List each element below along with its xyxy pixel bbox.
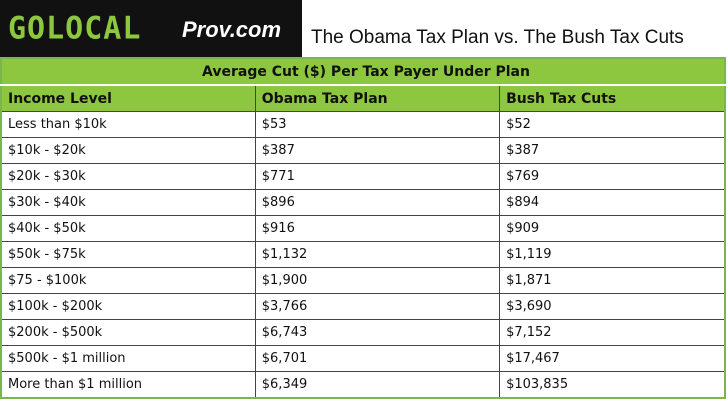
table-caption: Average Cut ($) Per Tax Payer Under Plan [0,57,726,86]
amount-cell: $894 [499,189,726,216]
amount-cell: $6,349 [254,371,501,399]
amount-cell: $896 [254,189,501,216]
income-level-cell: $50k - $75k [0,241,256,268]
logo-box: GOLOCAL Prov.com [0,0,302,57]
amount-cell: $916 [254,215,501,242]
amount-cell: $7,152 [499,319,726,346]
income-level-cell: $20k - $30k [0,163,256,190]
income-level-cell: $30k - $40k [0,189,256,216]
amount-cell: $771 [254,163,501,190]
table-row: $20k - $30k $771 $769 [0,163,726,190]
column-header: Obama Tax Plan [254,84,501,112]
amount-cell: $52 [499,111,726,138]
amount-cell: $769 [499,163,726,190]
table-row: $200k - $500k $6,743 $7,152 [0,319,726,346]
amount-cell: $17,467 [499,345,726,372]
table-row: $500k - $1 million $6,701 $17,467 [0,345,726,372]
table-row: $100k - $200k $3,766 $3,690 [0,293,726,320]
page-title: The Obama Tax Plan vs. The Bush Tax Cuts [311,27,684,48]
amount-cell: $6,701 [254,345,501,372]
column-header: Income Level [0,84,256,112]
amount-cell: $3,690 [499,293,726,320]
table-row: $10k - $20k $387 $387 [0,137,726,164]
amount-cell: $387 [254,137,501,164]
amount-cell: $1,871 [499,267,726,294]
caption-row: Average Cut ($) Per Tax Payer Under Plan [0,57,726,86]
amount-cell: $387 [499,137,726,164]
header: GOLOCAL Prov.com The Obama Tax Plan vs. … [0,0,728,57]
table-row: $40k - $50k $916 $909 [0,215,726,242]
income-level-cell: $40k - $50k [0,215,256,242]
amount-cell: $6,743 [254,319,501,346]
income-level-cell: $100k - $200k [0,293,256,320]
income-level-cell: $10k - $20k [0,137,256,164]
table-body: Less than $10k $53 $52 $10k - $20k $387 $387 $… [0,111,726,399]
amount-cell: $1,119 [499,241,726,268]
logo-suffix: Prov.com [182,17,282,42]
income-level-cell: More than $1 million [0,371,256,399]
logo: GOLOCAL [8,10,142,47]
income-level-cell: Less than $10k [0,111,256,138]
income-level-cell: $75 - $100k [0,267,256,294]
table-row: Less than $10k $53 $52 [0,111,726,138]
amount-cell: $1,132 [254,241,501,268]
tax-table: Average Cut ($) Per Tax Payer Under Plan… [0,57,726,399]
amount-cell: $3,766 [254,293,501,320]
amount-cell: $909 [499,215,726,242]
amount-cell: $103,835 [499,371,726,399]
table-row: $50k - $75k $1,132 $1,119 [0,241,726,268]
column-header-row: Income Level Obama Tax Plan Bush Tax Cuts [0,84,726,112]
income-level-cell: $200k - $500k [0,319,256,346]
income-level-cell: $500k - $1 million [0,345,256,372]
amount-cell: $53 [254,111,501,138]
table-row: $30k - $40k $896 $894 [0,189,726,216]
table-row: $75 - $100k $1,900 $1,871 [0,267,726,294]
amount-cell: $1,900 [254,267,501,294]
table-head: Average Cut ($) Per Tax Payer Under Plan… [0,57,726,112]
column-header: Bush Tax Cuts [499,84,726,112]
table-row: More than $1 million $6,349 $103,835 [0,371,726,399]
